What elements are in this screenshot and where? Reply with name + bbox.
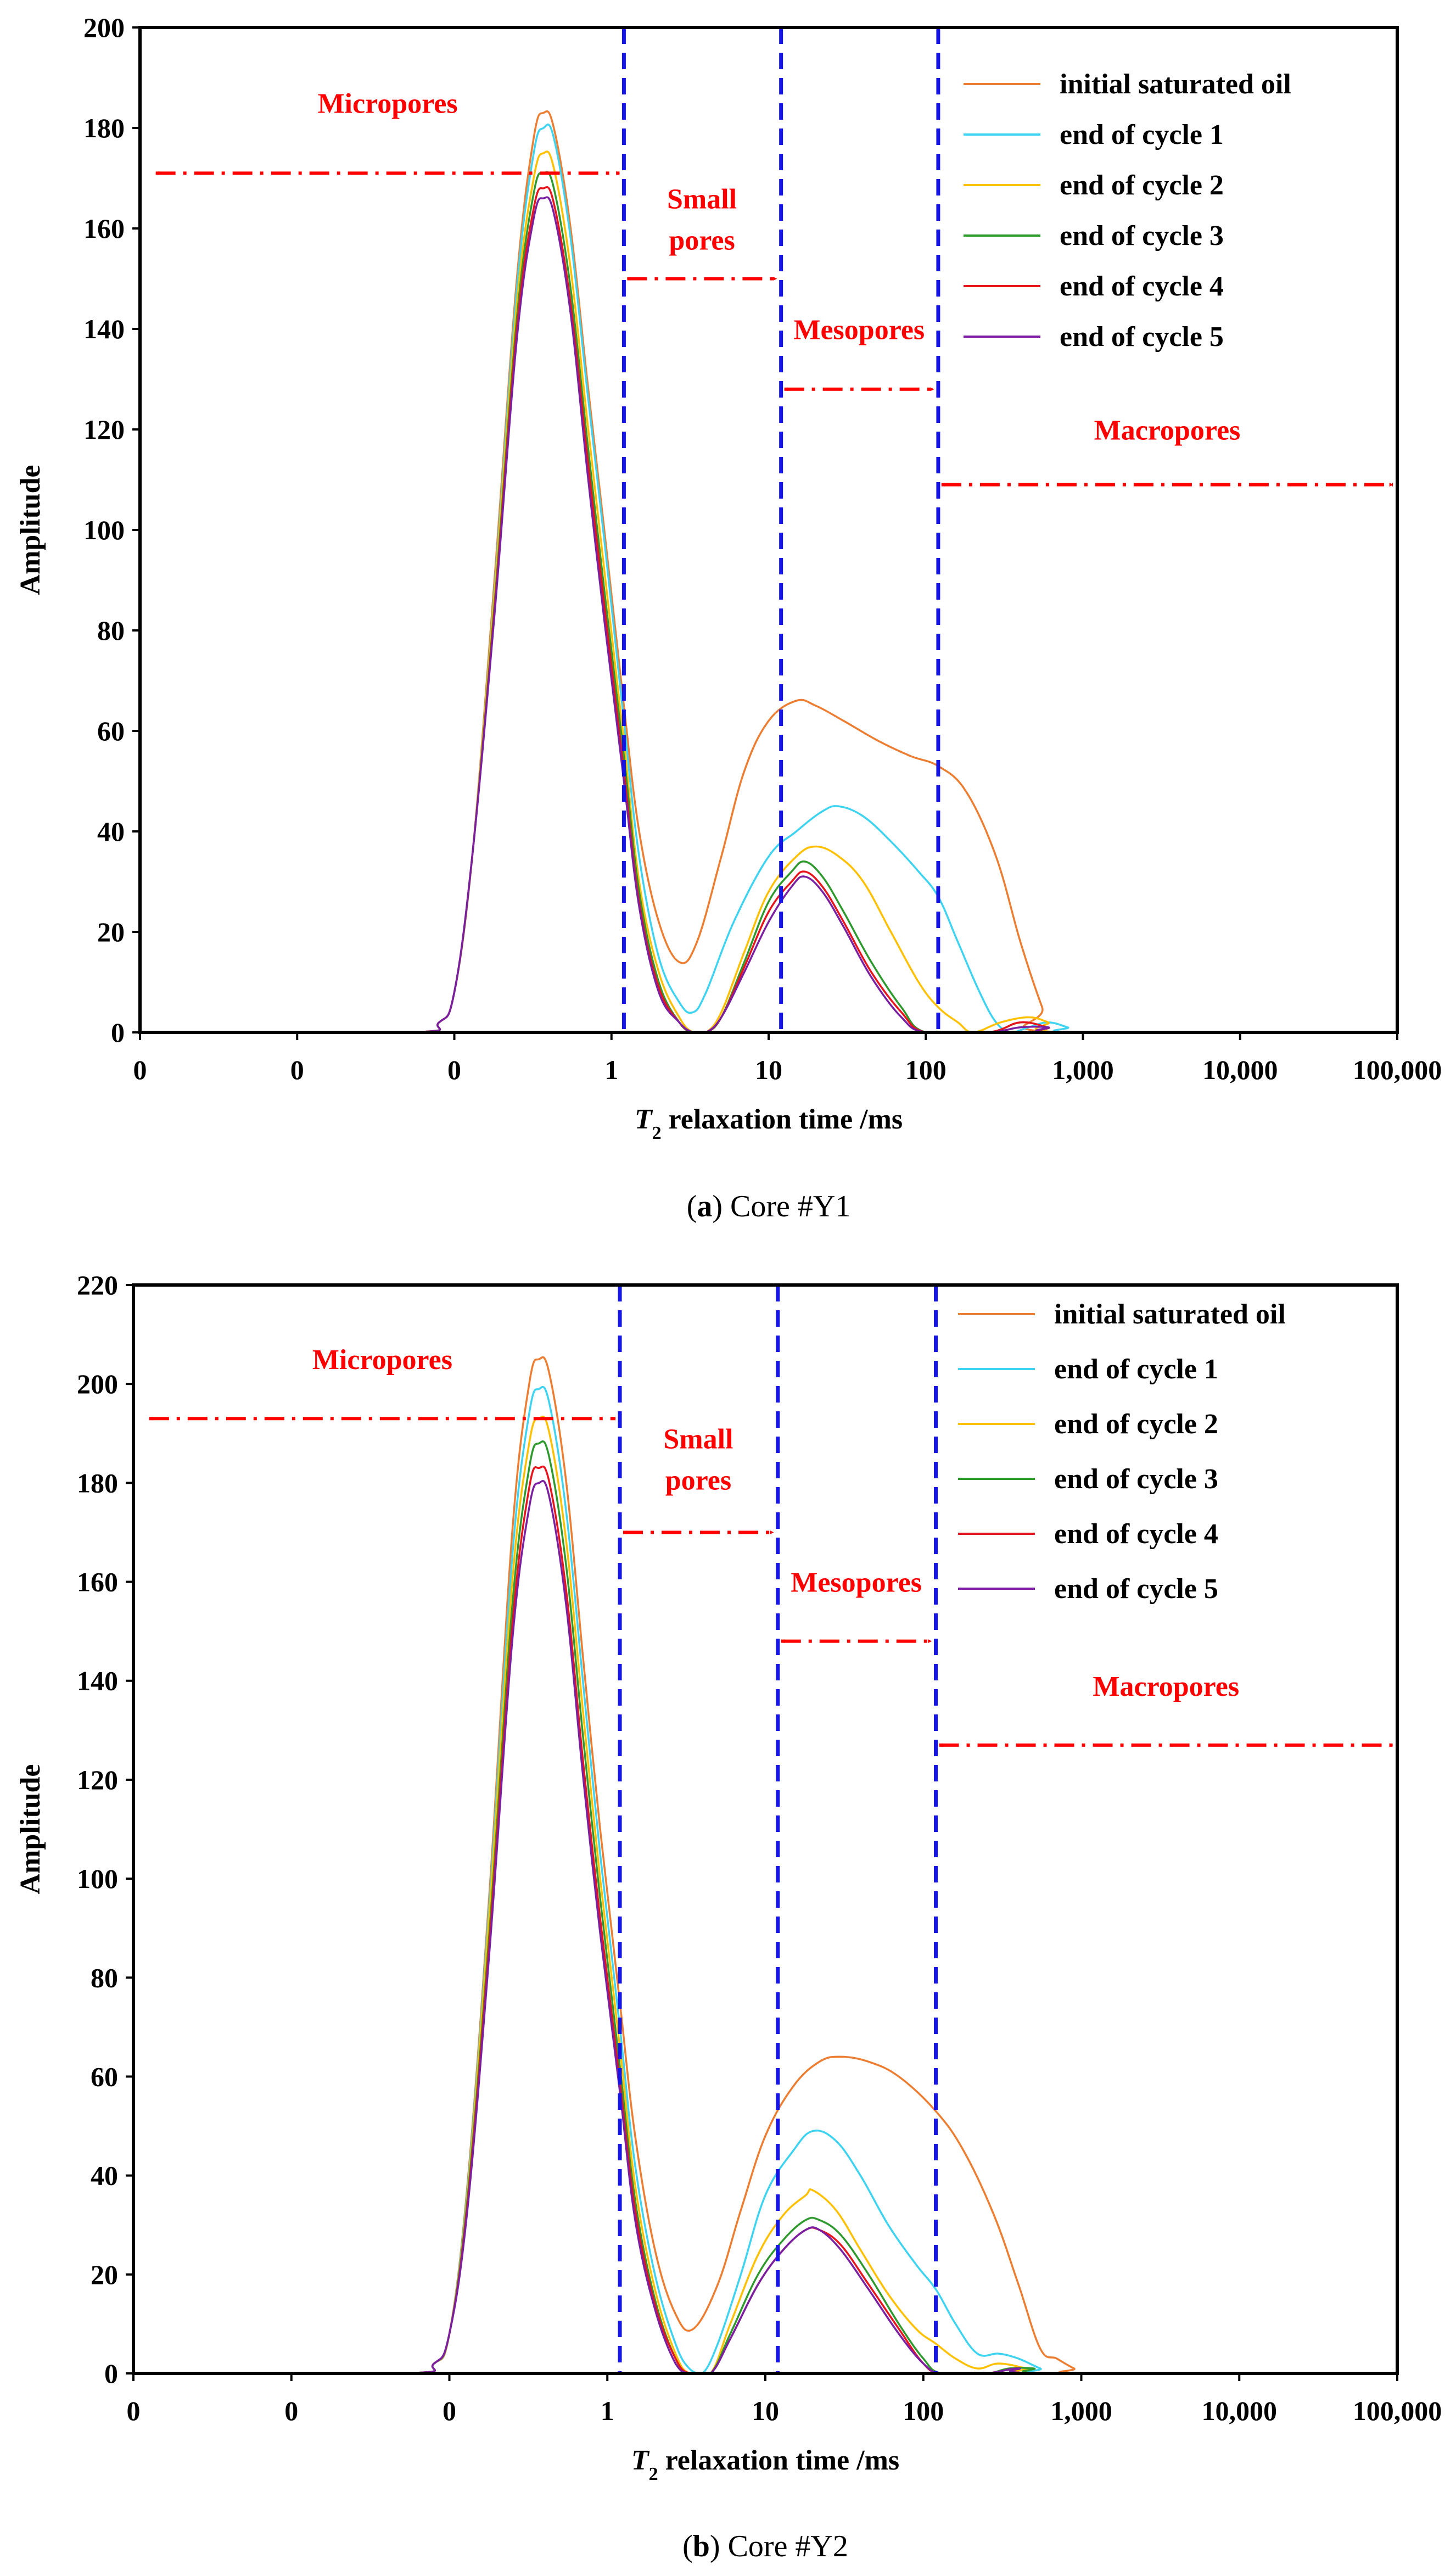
region-label-micropores: Micropores (317, 88, 457, 120)
x-axis-title: T2 relaxation time /ms (635, 1104, 903, 1143)
series-line-initial-saturated-oil (133, 1356, 1397, 2375)
region-label-macropores: Macropores (1094, 415, 1241, 446)
x-tick-label: 1 (601, 2395, 614, 2426)
caption-open-paren: ( (687, 1189, 697, 1223)
y-tick-label: 120 (77, 1764, 118, 1795)
caption-close-paren: ) (712, 1189, 730, 1223)
region-label-macropores: Macropores (1093, 1671, 1239, 1702)
figure-caption: (a) Core #Y1 (687, 1189, 851, 1223)
x-tick-label: 0 (447, 1054, 461, 1085)
legend-label-end-of-cycle-2: end of cycle 2 (1060, 170, 1224, 201)
region-label-mesopores: Mesopores (791, 1567, 922, 1599)
y-tick-label: 220 (77, 1270, 118, 1300)
x-axis-title-symbol: T (631, 2445, 650, 2476)
caption-text: Core #Y1 (730, 1189, 850, 1223)
x-tick-label: 0 (290, 1054, 304, 1085)
y-tick-label: 200 (83, 12, 125, 43)
x-tick-label: 100 (905, 1054, 947, 1085)
caption-open-paren: ( (682, 2529, 693, 2563)
y-tick-label: 100 (77, 1863, 118, 1894)
x-tick-label: 1,000 (1050, 2395, 1112, 2426)
x-tick-label: 1,000 (1052, 1054, 1114, 1085)
y-axis-title: Amplitude (15, 465, 46, 595)
y-tick-label: 40 (97, 816, 125, 847)
series-line-end-of-cycle-5 (140, 196, 1397, 1033)
y-tick-label: 120 (83, 414, 125, 445)
x-axis-title-rest: relaxation time /ms (658, 2445, 900, 2476)
legend-label-end-of-cycle-4: end of cycle 4 (1060, 271, 1224, 302)
legend-label-end-of-cycle-5: end of cycle 5 (1060, 321, 1224, 353)
y-tick-label: 200 (77, 1368, 118, 1399)
legend-label-end-of-cycle-3: end of cycle 3 (1054, 1463, 1218, 1495)
caption-text: Core #Y2 (728, 2529, 848, 2563)
caption-letter: b (693, 2529, 710, 2563)
series-line-end-of-cycle-5 (133, 1480, 1397, 2375)
y-tick-label: 80 (97, 615, 125, 646)
x-tick-label: 0 (284, 2395, 298, 2426)
y-tick-label: 60 (97, 716, 125, 746)
region-label-micropores: Micropores (312, 1344, 452, 1376)
x-tick-label: 0 (133, 1054, 147, 1085)
legend-label-initial-saturated-oil: initial saturated oil (1060, 69, 1291, 100)
chart-core-y2: MicroporesSmallporesMesoporesMacropores … (15, 1270, 1442, 2563)
plot-frame (132, 1283, 1399, 2375)
y-tick-label: 60 (91, 2061, 118, 2092)
x-axis-title: T2 relaxation time /ms (631, 2445, 899, 2484)
legend-label-initial-saturated-oil: initial saturated oil (1054, 1299, 1286, 1330)
y-axis-title: Amplitude (15, 1764, 46, 1895)
chart-core-y1: MicroporesSmallporesMesoporesMacropores … (15, 12, 1442, 1223)
x-tick-label: 1 (604, 1054, 618, 1085)
region-label-small: Small (667, 183, 737, 215)
y-tick-label: 160 (77, 1567, 118, 1597)
y-tick-label: 80 (91, 1962, 118, 1993)
legend-label-end-of-cycle-1: end of cycle 1 (1054, 1354, 1218, 1385)
caption-close-paren: ) (710, 2529, 728, 2563)
y-tick-label: 180 (83, 113, 125, 143)
legend-label-end-of-cycle-5: end of cycle 5 (1054, 1573, 1218, 1605)
x-tick-label: 10,000 (1202, 2395, 1278, 2426)
region-label-pores: pores (665, 1465, 731, 1496)
series-line-end-of-cycle-1 (140, 123, 1397, 1033)
y-tick-label: 20 (91, 2259, 118, 2290)
legend-label-end-of-cycle-4: end of cycle 4 (1054, 1518, 1218, 1550)
x-axis-title-symbol: T (635, 1104, 653, 1135)
region-label-mesopores: Mesopores (793, 314, 925, 345)
y-tick-label: 40 (91, 2160, 118, 2191)
y-tick-label: 20 (97, 917, 125, 947)
x-tick-label: 0 (127, 2395, 141, 2426)
y-tick-label: 100 (83, 515, 125, 545)
region-label-pores: pores (669, 225, 735, 256)
x-tick-label: 100,000 (1353, 2395, 1442, 2426)
legend-label-end-of-cycle-2: end of cycle 2 (1054, 1409, 1218, 1440)
y-tick-label: 140 (77, 1666, 118, 1696)
caption-letter: a (697, 1189, 712, 1223)
x-tick-label: 10,000 (1202, 1054, 1278, 1085)
x-axis-title-rest: relaxation time /ms (662, 1104, 903, 1135)
x-axis-title-subscript: 2 (649, 2464, 658, 2484)
x-tick-label: 10 (752, 2395, 779, 2426)
y-tick-label: 0 (111, 1017, 125, 1048)
y-tick-label: 160 (83, 213, 125, 244)
y-tick-label: 180 (77, 1467, 118, 1498)
x-axis-title-subscript: 2 (652, 1123, 662, 1143)
series-line-end-of-cycle-4 (140, 186, 1397, 1033)
region-label-small: Small (663, 1423, 733, 1455)
y-tick-label: 140 (83, 314, 125, 344)
y-tick-label: 0 (104, 2358, 118, 2389)
legend-label-end-of-cycle-3: end of cycle 3 (1060, 220, 1224, 252)
figure-caption: (b) Core #Y2 (682, 2529, 848, 2563)
x-tick-label: 100 (903, 2395, 944, 2426)
series-line-end-of-cycle-2 (133, 1415, 1397, 2375)
x-tick-label: 10 (755, 1054, 782, 1085)
x-tick-label: 100,000 (1353, 1054, 1442, 1085)
legend-label-end-of-cycle-1: end of cycle 1 (1060, 119, 1224, 150)
x-tick-label: 0 (443, 2395, 456, 2426)
